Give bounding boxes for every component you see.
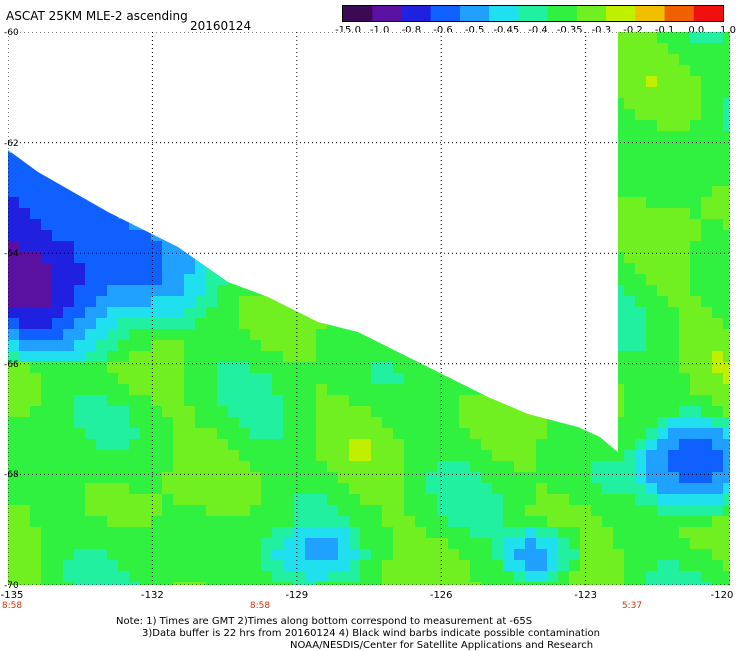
longitude-label: -129: [285, 590, 309, 601]
latitude-label: -60: [4, 28, 19, 38]
colorbar-label: -0.8: [401, 25, 422, 36]
colorbar-label: -0.2: [623, 25, 643, 36]
swath-gap-left: [8, 32, 618, 452]
colorbar-label: 1.0: [720, 25, 736, 36]
latitude-label: -62: [4, 138, 19, 149]
lat-lon-grid: [8, 32, 730, 585]
product-date: 20160124: [190, 19, 252, 33]
colorbar: [342, 5, 724, 22]
latitude-label: -68: [4, 470, 19, 481]
colorbar-label: -1.0: [369, 25, 390, 36]
longitude-label: -123: [574, 590, 597, 601]
latitude-label: -70: [4, 581, 19, 591]
colorbar-label: 0.0: [688, 25, 705, 36]
colorbar-label: -0.6: [433, 25, 453, 36]
time-label: 8:58: [1, 601, 23, 611]
time-label: 8:58: [249, 601, 271, 611]
note-line-2: 3)Data buffer is 22 hrs from 20160124 4)…: [142, 628, 600, 639]
longitude-label: -126: [429, 590, 453, 601]
colorbar-swatch: [401, 6, 432, 21]
colorbar-swatch: [547, 6, 578, 21]
colorbar-label: -0.45: [493, 25, 520, 36]
colorbar-swatch: [518, 6, 549, 21]
longitude-label: -135: [0, 590, 24, 601]
colorbar-labels: -15.0 -1.0 -0.8 -0.6 -0.5 -0.45 -0.4 -0.35 -0.3-…: [328, 25, 736, 39]
colorbar-label: -0.35: [556, 25, 583, 36]
swath-gap-right: [448, 32, 618, 452]
colorbar-swatch: [635, 6, 666, 21]
colorbar-label: -0.1: [654, 25, 675, 36]
colorbar-label: -0.5: [464, 25, 485, 36]
time-label: 5:37: [621, 601, 643, 611]
colorbar-swatch: [459, 6, 490, 21]
longitude-label: -120: [710, 590, 734, 601]
colorbar-swatch: [606, 6, 636, 21]
note-line-1: Note: 1) Times are GMT 2)Times along bot…: [116, 616, 533, 627]
note-line-3: NOAA/NESDIS/Center for Satellite Applica…: [290, 640, 594, 651]
latitude-label: -66: [4, 359, 19, 370]
colorbar-swatch: [430, 6, 461, 21]
colorbar-swatch: [693, 6, 723, 21]
colorbar-swatch: [372, 6, 402, 21]
longitude-label: -132: [141, 590, 164, 601]
colorbar-swatch: [343, 6, 373, 21]
map-plot: [8, 32, 730, 585]
colorbar-swatch: [576, 6, 607, 21]
no-data-swath-gap: [8, 32, 618, 452]
colorbar-swatch: [664, 6, 695, 21]
colorbar-swatch: [489, 6, 519, 21]
colorbar-label: -15.0: [335, 25, 361, 36]
colorbar-label: -0.3: [591, 25, 612, 36]
latitude-label: -64: [4, 249, 19, 260]
product-title: ASCAT 25KM MLE-2 ascending: [6, 9, 188, 23]
colorbar-label: -0.4: [528, 25, 548, 36]
